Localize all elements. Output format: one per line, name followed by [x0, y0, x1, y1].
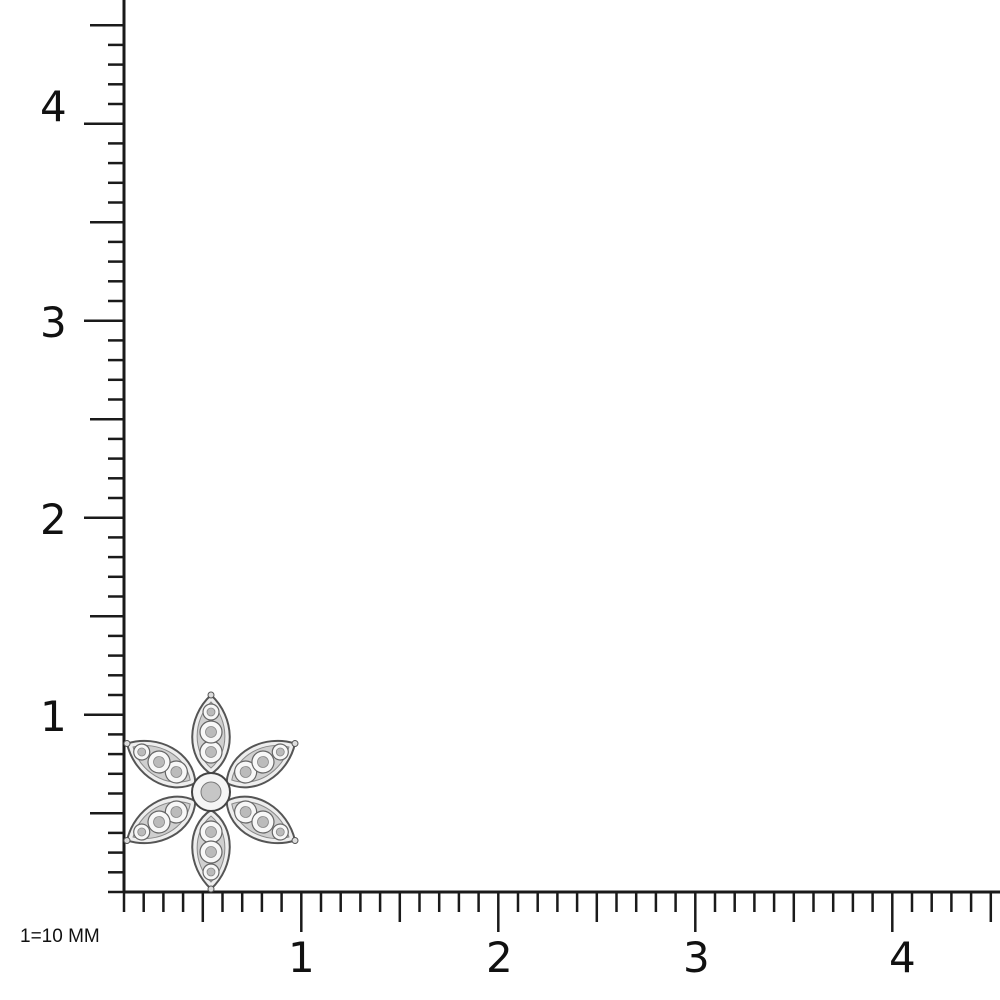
y-label-1: 1: [40, 692, 67, 741]
petal: [191, 691, 231, 776]
petal: [191, 808, 231, 893]
diamond-facet: [205, 746, 217, 758]
diamond-facet: [205, 726, 217, 738]
diamond-facet: [170, 766, 183, 778]
diamond-facet: [239, 766, 252, 778]
diamond-facet: [153, 756, 165, 768]
diamond-facet: [137, 827, 147, 837]
diamond-facet: [275, 747, 285, 757]
prong: [291, 740, 299, 747]
diamond-facet: [257, 816, 269, 828]
petal: [225, 739, 299, 789]
diamond-facet: [275, 827, 285, 837]
prong: [291, 837, 299, 844]
diamond-facet: [153, 816, 165, 828]
diamond-facet: [137, 747, 147, 757]
petal: [123, 739, 197, 789]
y-label-3: 3: [40, 298, 67, 347]
x-label-3: 3: [683, 933, 710, 982]
diamond-facet: [206, 707, 216, 717]
diamond-facet: [170, 806, 183, 818]
y-label-4: 4: [40, 82, 67, 131]
diamond-facet: [206, 867, 216, 877]
center-diamond-facet: [200, 781, 222, 803]
diamond-facet: [205, 826, 217, 838]
diamond-facet: [257, 756, 269, 768]
prong: [207, 885, 215, 893]
x-label-4: 4: [889, 933, 916, 982]
petal: [123, 795, 197, 845]
prong: [123, 837, 131, 844]
prong: [123, 740, 131, 747]
diamond-facet: [239, 806, 252, 818]
petal: [225, 795, 299, 845]
diamond-facet: [205, 846, 217, 858]
x-label-2: 2: [486, 933, 513, 982]
flower-earring-image: [123, 691, 299, 893]
x-label-1: 1: [288, 933, 315, 982]
prong: [207, 691, 215, 699]
y-label-2: 2: [40, 495, 67, 544]
scale-note: 1=10 MM: [20, 926, 100, 947]
